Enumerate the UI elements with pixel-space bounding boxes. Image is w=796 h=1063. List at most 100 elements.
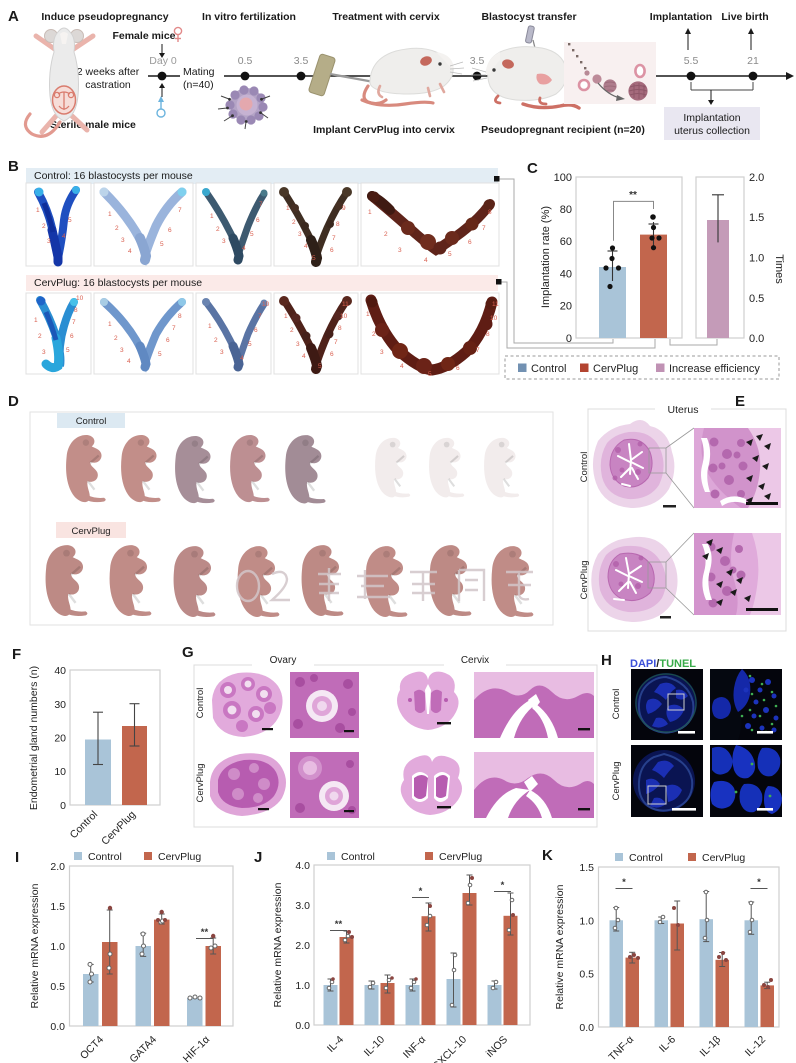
svg-text:4: 4: [128, 248, 132, 255]
svg-text:10: 10: [340, 313, 348, 320]
svg-text:20: 20: [560, 301, 572, 313]
svg-text:6: 6: [468, 239, 472, 246]
svg-text:*: *: [757, 877, 761, 888]
svg-text:OCT4: OCT4: [78, 1034, 106, 1062]
svg-text:2.0: 2.0: [749, 172, 764, 184]
svg-text:8: 8: [336, 221, 340, 228]
svg-text:Implantation: Implantation: [650, 11, 712, 23]
svg-text:4: 4: [242, 245, 246, 252]
svg-text:Control: Control: [531, 363, 566, 375]
svg-text:6: 6: [456, 365, 460, 372]
svg-text:Blastocyst transfer: Blastocyst transfer: [481, 11, 576, 23]
svg-text:Live birth: Live birth: [721, 11, 768, 23]
svg-text:Control: Control: [341, 851, 375, 863]
svg-text:3.5: 3.5: [294, 55, 309, 67]
svg-text:In vitro fertilization: In vitro fertilization: [202, 11, 296, 23]
svg-text:1.0: 1.0: [749, 253, 764, 265]
svg-text:Uterus: Uterus: [668, 404, 699, 416]
svg-text:castration: castration: [85, 79, 131, 91]
svg-text:HIF-1α: HIF-1α: [181, 1034, 212, 1063]
svg-text:40: 40: [560, 269, 572, 281]
svg-text:10: 10: [76, 295, 84, 302]
svg-text:6: 6: [166, 337, 170, 344]
svg-text:10: 10: [262, 301, 270, 308]
svg-text:2: 2: [114, 335, 118, 342]
svg-text:5: 5: [248, 341, 252, 348]
svg-text:7: 7: [334, 339, 338, 346]
svg-text:6: 6: [256, 217, 260, 224]
svg-text:CervPlug: CervPlug: [158, 851, 201, 863]
svg-text:2: 2: [42, 223, 46, 230]
svg-text:2: 2: [292, 219, 296, 226]
svg-text:2: 2: [38, 333, 42, 340]
svg-text:3: 3: [121, 237, 125, 244]
svg-text:*: *: [419, 886, 423, 897]
svg-text:Times: Times: [773, 254, 785, 284]
svg-text:Control: Control: [611, 689, 622, 720]
svg-text:5.5: 5.5: [684, 55, 699, 67]
svg-text:Control: Control: [579, 452, 590, 483]
svg-text:1: 1: [34, 317, 38, 324]
svg-text:CervPlug: CervPlug: [439, 851, 482, 863]
svg-text:Pseudopregnant recipient (n=20: Pseudopregnant recipient (n=20): [481, 124, 645, 136]
svg-text:IL-12: IL-12: [743, 1034, 769, 1060]
svg-text:4: 4: [62, 233, 66, 240]
svg-text:6: 6: [330, 247, 334, 254]
svg-text:Treatment with cervix: Treatment with cervix: [332, 11, 440, 23]
svg-text:7: 7: [259, 201, 263, 208]
svg-text:2: 2: [290, 327, 294, 334]
svg-text:Sterile male mice: Sterile male mice: [50, 119, 136, 131]
svg-text:3: 3: [380, 349, 384, 356]
svg-text:6: 6: [168, 227, 172, 234]
svg-text:Control: Control: [76, 416, 107, 427]
svg-text:2: 2: [216, 226, 220, 233]
svg-text:IL-1β: IL-1β: [698, 1034, 724, 1060]
svg-text:3: 3: [398, 247, 402, 254]
svg-text:3.0: 3.0: [295, 900, 310, 912]
svg-text:80: 80: [560, 204, 572, 216]
svg-text:0.5: 0.5: [579, 969, 594, 981]
svg-text:20: 20: [54, 733, 66, 745]
svg-text:60: 60: [560, 236, 572, 248]
svg-text:2: 2: [214, 337, 218, 344]
svg-text:Relative mRNA expression: Relative mRNA expression: [29, 883, 41, 1008]
svg-text:Control: Control: [629, 852, 663, 864]
svg-text:5: 5: [448, 251, 452, 258]
svg-text:3: 3: [42, 349, 46, 356]
svg-text:11: 11: [342, 301, 349, 308]
svg-text:5: 5: [318, 363, 322, 370]
svg-text:3: 3: [298, 231, 302, 238]
svg-text:IL-4: IL-4: [325, 1034, 346, 1055]
svg-text:CervPlug: CervPlug: [611, 761, 622, 800]
svg-text:1.5: 1.5: [50, 901, 65, 913]
svg-text:8: 8: [178, 313, 182, 320]
svg-text:9: 9: [342, 205, 346, 212]
svg-text:1: 1: [366, 311, 370, 318]
svg-text:6: 6: [70, 333, 74, 340]
svg-text:8: 8: [74, 307, 78, 314]
svg-text:Implantation rate (%): Implantation rate (%): [540, 206, 552, 308]
svg-text:4: 4: [424, 257, 428, 264]
svg-text:6: 6: [254, 327, 258, 334]
svg-text:IL-6: IL-6: [657, 1034, 678, 1055]
svg-text:11: 11: [492, 301, 499, 308]
svg-text:Implant CervPlug into cervix: Implant CervPlug into cervix: [313, 124, 455, 136]
svg-text:0.0: 0.0: [295, 1020, 310, 1032]
svg-text:10: 10: [490, 315, 498, 322]
svg-text:Control: Control: [195, 688, 206, 719]
svg-text:1: 1: [284, 313, 288, 320]
svg-text:2: 2: [372, 331, 376, 338]
svg-text:3: 3: [220, 349, 224, 356]
svg-text:0.5: 0.5: [749, 293, 764, 305]
svg-text:CervPlug: CervPlug: [71, 526, 110, 537]
svg-text:5: 5: [160, 241, 164, 248]
svg-text:1: 1: [210, 213, 214, 220]
svg-text:8: 8: [488, 209, 492, 216]
svg-text:Induce pseudopregnancy: Induce pseudopregnancy: [41, 11, 168, 23]
svg-text:3: 3: [47, 238, 51, 245]
svg-text:3: 3: [120, 347, 124, 354]
svg-text:1.5: 1.5: [749, 212, 764, 224]
svg-text:4: 4: [240, 355, 244, 362]
svg-text:GATA4: GATA4: [127, 1034, 159, 1063]
svg-text:40: 40: [54, 665, 66, 677]
